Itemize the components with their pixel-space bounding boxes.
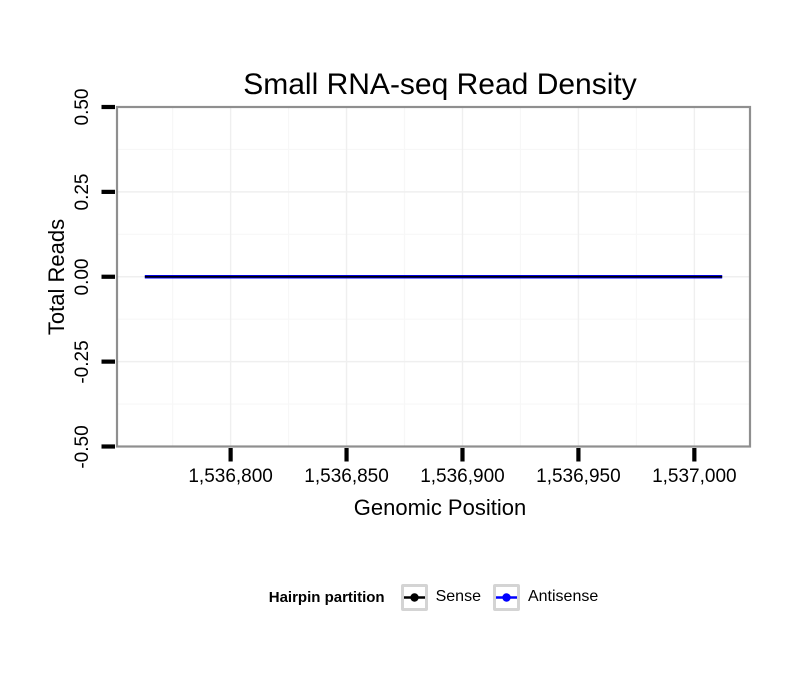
legend-title: Hairpin partition xyxy=(268,588,385,606)
line-point-glyph-icon xyxy=(403,592,425,602)
legend-key-sense xyxy=(400,583,428,611)
y-tick-label: 0.25 xyxy=(72,173,93,211)
legend-key-antisense xyxy=(492,583,520,611)
legend-item-sense: Sense xyxy=(400,583,481,611)
y-tick-label: -0.25 xyxy=(72,339,93,384)
x-axis-title: Genomic Position xyxy=(353,495,527,520)
x-tick-label: 1,536,900 xyxy=(420,466,505,487)
x-tick-label: 1,537,000 xyxy=(652,466,737,487)
x-tick-label: 1,536,850 xyxy=(304,466,389,487)
legend-label-sense: Sense xyxy=(435,588,481,605)
panel-border xyxy=(115,105,752,448)
x-tick-label: 1,536,800 xyxy=(188,466,273,487)
x-tick-label: 1,536,950 xyxy=(536,466,621,487)
y-axis-title: Total Reads xyxy=(44,218,69,336)
y-tick-label: 0.50 xyxy=(72,88,93,126)
legend-item-antisense: Antisense xyxy=(492,583,599,611)
line-point-glyph-icon xyxy=(495,592,517,602)
y-tick-label: -0.50 xyxy=(72,424,93,469)
legend-label-antisense: Antisense xyxy=(527,588,599,605)
legend: Hairpin partition Sense Antisense xyxy=(57,583,810,611)
y-tick-label: 0.00 xyxy=(72,258,93,296)
chart-title: Small RNA-seq Read Density xyxy=(243,68,637,101)
